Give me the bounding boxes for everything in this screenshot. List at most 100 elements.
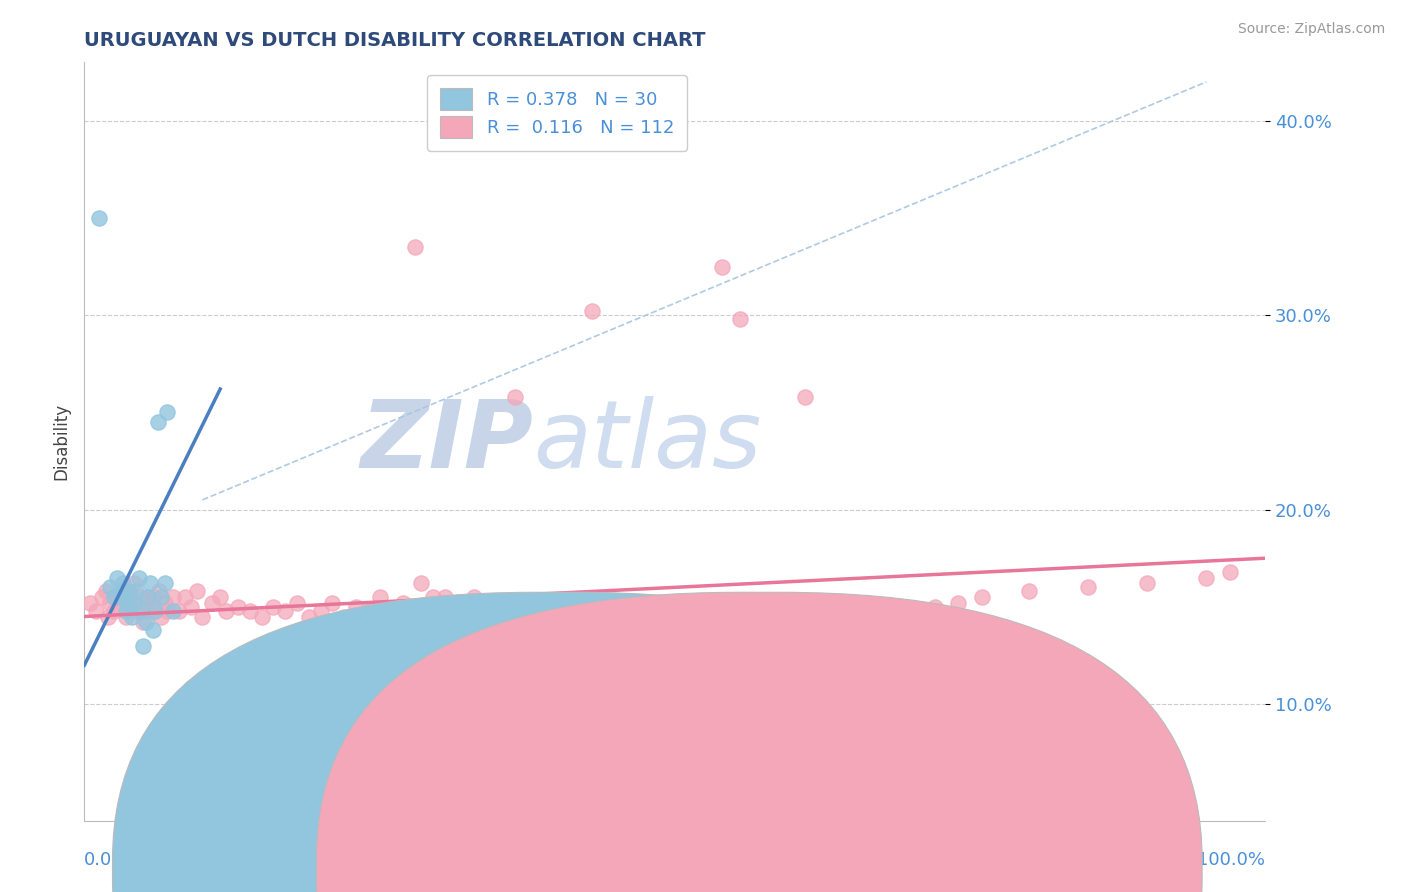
Point [215,604,238,618]
Point [91,590,114,604]
Point [593,648,616,663]
Point [557,639,579,653]
Point [522,673,544,688]
Point [143,604,166,618]
Point [581,304,603,318]
Point [114,604,136,618]
Point [111,590,134,604]
Point [84,604,107,618]
Text: ZIP: ZIP [360,395,533,488]
Point [115,596,138,610]
Point [112,576,135,591]
Point [138,604,160,618]
Point [581,658,603,673]
Point [688,648,710,663]
Point [125,584,148,599]
Y-axis label: Disability: Disability [52,403,70,480]
Point [162,604,184,618]
Point [806,629,828,643]
Point [186,584,208,599]
Point [486,673,509,688]
Point [505,390,527,404]
Point [148,584,170,599]
Point [1018,584,1040,599]
Point [652,648,675,663]
Point [628,668,651,682]
Point [344,599,367,614]
Point [150,590,173,604]
Point [321,596,343,610]
Point [274,604,297,618]
Point [121,590,143,604]
Point [201,596,224,610]
Point [546,648,568,663]
Point [498,774,520,789]
Point [830,619,852,633]
Point [422,590,444,604]
Point [446,596,468,610]
Point [728,312,751,326]
Point [1219,565,1241,579]
Point [98,580,121,594]
Point [1136,576,1159,591]
Point [136,590,159,604]
Point [136,590,159,604]
Point [427,604,450,618]
Point [510,687,533,701]
Point [118,584,141,599]
Point [841,623,863,637]
Legend: R = 0.378   N = 30, R =  0.116   N = 112: R = 0.378 N = 30, R = 0.116 N = 112 [427,75,686,151]
Point [1195,571,1218,585]
Point [87,211,110,225]
Point [948,596,970,610]
Point [173,590,195,604]
Point [486,779,509,793]
Point [970,590,993,604]
Point [309,604,332,618]
Point [127,604,149,618]
Text: Dutch: Dutch [787,861,837,879]
Point [699,662,721,676]
Point [167,604,190,618]
Point [239,604,262,618]
Point [734,658,756,673]
Point [723,668,745,682]
Point [747,648,769,663]
Point [758,654,780,668]
Point [451,604,474,618]
Point [98,596,121,610]
Point [122,576,145,591]
Point [427,765,450,780]
Point [439,604,461,618]
Point [156,604,179,618]
Point [463,590,485,604]
Point [129,590,152,604]
Point [505,662,527,676]
Point [118,596,141,610]
Point [94,584,117,599]
Point [380,604,402,618]
Point [209,590,232,604]
Text: atlas: atlas [533,396,762,487]
Point [900,604,922,618]
Point [180,681,202,696]
Point [793,390,815,404]
Point [616,654,638,668]
Point [433,590,456,604]
Point [150,609,173,624]
Point [492,681,515,696]
Point [191,609,214,624]
Point [103,604,125,618]
Point [132,639,155,653]
Point [79,596,101,610]
Point [142,590,165,604]
Point [250,609,273,624]
Point [129,604,152,618]
Point [498,668,520,682]
Point [262,599,284,614]
Point [209,687,232,701]
Point [97,609,120,624]
Point [409,576,432,591]
Point [640,658,662,673]
Point [180,599,202,614]
